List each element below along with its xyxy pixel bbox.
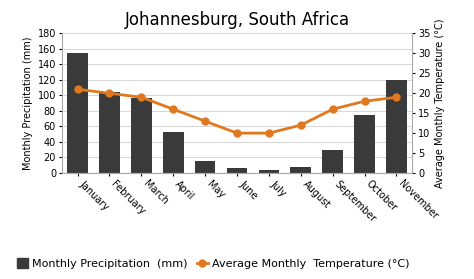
Bar [258, 170, 279, 173]
Title: Johannesburg, South Africa: Johannesburg, South Africa [125, 11, 349, 29]
Bar [195, 161, 216, 173]
Bar [67, 53, 88, 173]
Y-axis label: Monthly Precipitation (mm): Monthly Precipitation (mm) [23, 37, 33, 170]
Bar [163, 132, 183, 173]
Legend: Monthly Precipitation  (mm), Average Monthly  Temperature (°C): Monthly Precipitation (mm), Average Mont… [12, 254, 414, 273]
Bar [99, 92, 120, 173]
Bar [386, 80, 407, 173]
Bar [227, 168, 247, 173]
Bar [131, 98, 152, 173]
Y-axis label: Average Monthly Temperature (°C): Average Monthly Temperature (°C) [435, 18, 445, 188]
Bar [354, 115, 375, 173]
Bar [291, 167, 311, 173]
Bar [322, 150, 343, 173]
